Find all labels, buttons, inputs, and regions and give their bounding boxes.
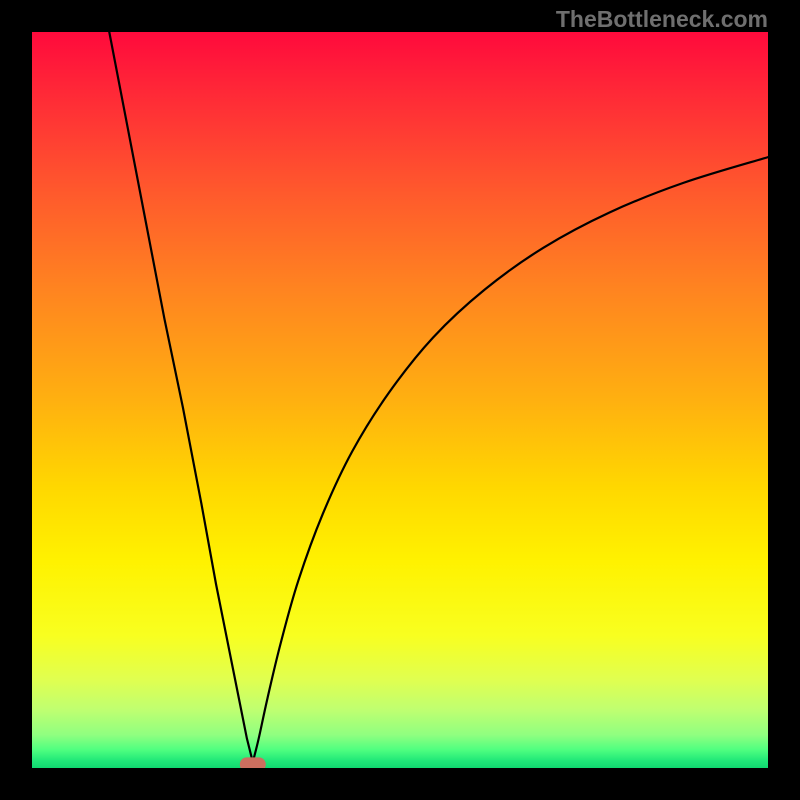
watermark-text: TheBottleneck.com [556, 6, 768, 33]
bottleneck-curve-right [253, 157, 768, 762]
curve-group [109, 32, 768, 771]
chart-overlay-svg [0, 0, 800, 800]
bottleneck-curve-left [109, 32, 253, 762]
optimal-point-marker [240, 757, 266, 771]
